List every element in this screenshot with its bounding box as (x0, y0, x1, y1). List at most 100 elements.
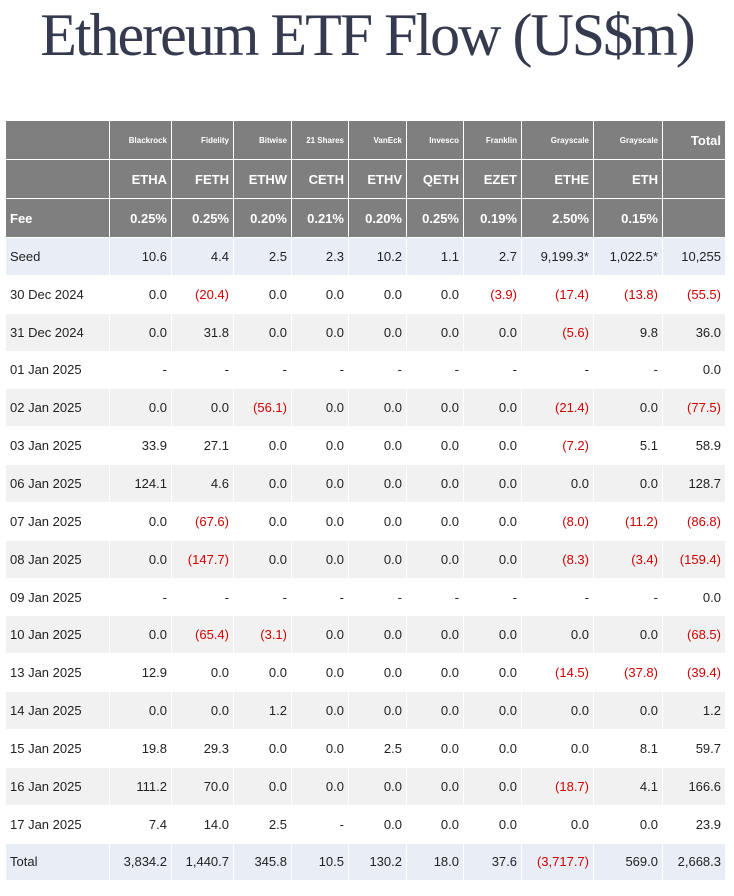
flow-cell: 0.0 (521, 464, 594, 503)
flow-cell: - (521, 577, 594, 617)
flow-cell: 0.0 (348, 804, 407, 844)
fee-value: 0.25% (406, 198, 464, 238)
flow-cell: 0.0 (109, 312, 172, 352)
flow-cell: 0.0 (291, 501, 349, 541)
flow-cell: 2.3 (291, 237, 349, 276)
flow-cell: (67.6) (171, 501, 234, 541)
flow-cell: 0.0 (348, 539, 407, 579)
fee-label: Fee (5, 198, 110, 238)
row-total-cell: (68.5) (662, 615, 726, 655)
flow-cell: (13.8) (593, 274, 663, 314)
fee-value: 0.20% (233, 198, 292, 238)
flow-cell: 0.0 (463, 388, 522, 428)
flow-cell: 10.5 (291, 842, 349, 882)
row-label: 09 Jan 2025 (5, 577, 110, 617)
flow-cell: (3.4) (593, 539, 663, 579)
flow-cell: (8.0) (521, 501, 594, 541)
fee-value: 0.25% (171, 198, 234, 238)
table-row: 17 Jan 2025 7.4 14.0 2.5-0.0 0.0 0.0 0.0 0.0 23.… (5, 804, 726, 844)
flow-cell: 27.1 (171, 426, 234, 466)
flow-cell: (37.8) (593, 653, 663, 693)
flow-cell: 0.0 (463, 766, 522, 806)
flow-cell: - (463, 577, 522, 617)
table-row: 16 Jan 2025 111.2 70.0 0.0 0.0 0.0 0.0 0.0 (18.7… (5, 766, 726, 806)
row-total-cell: 23.9 (662, 804, 726, 844)
flow-cell: 0.0 (348, 691, 407, 730)
issuer-header: 21 Shares (291, 120, 349, 160)
row-label: 08 Jan 2025 (5, 539, 110, 579)
flow-cell: 0.0 (291, 615, 349, 655)
flow-cell: 4.4 (171, 237, 234, 276)
flow-cell: 0.0 (406, 501, 464, 541)
flow-cell: - (171, 350, 234, 390)
flow-cell: 0.0 (171, 388, 234, 428)
issuer-header: Blackrock (109, 120, 172, 160)
flow-cell: 0.0 (406, 766, 464, 806)
flow-cell: 1,022.5* (593, 237, 663, 276)
etf-flow-table: Blackrock Fidelity Bitwise 21 Shares Van… (5, 120, 726, 882)
row-total-cell: (39.4) (662, 653, 726, 693)
flow-cell: 10.2 (348, 237, 407, 276)
issuer-header: Grayscale (593, 120, 663, 160)
ticker-header-row: ETHA FETH ETHW CETH ETHV QETH EZET ETHE … (5, 159, 726, 199)
flow-cell: 0.0 (593, 388, 663, 428)
flow-cell: 0.0 (348, 274, 407, 314)
flow-cell: 0.0 (463, 312, 522, 352)
flow-cell: 31.8 (171, 312, 234, 352)
flow-cell: 0.0 (593, 615, 663, 655)
flow-cell: 0.0 (233, 653, 292, 693)
seed-row: Seed 10.6 4.4 2.5 2.3 10.2 1.1 2.7 9,199.3* 1,022… (5, 237, 726, 276)
row-label: 07 Jan 2025 (5, 501, 110, 541)
flow-cell: 0.0 (291, 653, 349, 693)
flow-cell: 0.0 (406, 464, 464, 503)
flow-cell: 0.0 (463, 728, 522, 768)
table-row: 15 Jan 2025 19.8 29.3 0.0 0.0 2.5 0.0 0.0 0.0 8.1… (5, 728, 726, 768)
fee-value: 0.21% (291, 198, 349, 238)
flow-cell: 2.5 (348, 728, 407, 768)
flow-cell: 1.1 (406, 237, 464, 276)
row-label: 14 Jan 2025 (5, 691, 110, 730)
fee-value: 0.15% (593, 198, 663, 238)
row-label: 02 Jan 2025 (5, 388, 110, 428)
row-label: Total (5, 842, 110, 882)
flow-cell: - (233, 350, 292, 390)
table-row: 08 Jan 2025 0.0 (147.7) 0.0 0.0 0.0 0.0 0.0 (8.3… (5, 539, 726, 579)
flow-cell: - (291, 350, 349, 390)
flow-cell: 0.0 (463, 501, 522, 541)
table-row: 07 Jan 2025 0.0 (67.6) 0.0 0.0 0.0 0.0 0.0 (8.0)… (5, 501, 726, 541)
flow-cell: 569.0 (593, 842, 663, 882)
flow-cell: 0.0 (109, 388, 172, 428)
flow-cell: 0.0 (348, 766, 407, 806)
flow-cell: 0.0 (463, 539, 522, 579)
flow-cell: 0.0 (233, 274, 292, 314)
flow-cell: 0.0 (406, 615, 464, 655)
flow-cell: - (291, 804, 349, 844)
flow-cell: 14.0 (171, 804, 234, 844)
flow-cell: 33.9 (109, 426, 172, 466)
ticker-header: ETHE (521, 159, 594, 199)
row-label: 10 Jan 2025 (5, 615, 110, 655)
flow-cell: 0.0 (109, 615, 172, 655)
issuer-header: VanEck (348, 120, 407, 160)
ticker-header: FETH (171, 159, 234, 199)
flow-cell: 9,199.3* (521, 237, 594, 276)
flow-cell: (3.1) (233, 615, 292, 655)
row-total-cell: 36.0 (662, 312, 726, 352)
row-total-cell: 0.0 (662, 350, 726, 390)
flow-cell: (8.3) (521, 539, 594, 579)
flow-cell: (65.4) (171, 615, 234, 655)
flow-cell: 111.2 (109, 766, 172, 806)
flow-cell: - (593, 577, 663, 617)
row-label: 06 Jan 2025 (5, 464, 110, 503)
row-total-cell: 128.7 (662, 464, 726, 503)
row-label: 15 Jan 2025 (5, 728, 110, 768)
page-title: Ethereum ETF Flow (US$m) (40, 2, 696, 68)
row-total-cell: (77.5) (662, 388, 726, 428)
row-total-cell: 59.7 (662, 728, 726, 768)
row-label: 01 Jan 2025 (5, 350, 110, 390)
flow-cell: 0.0 (521, 728, 594, 768)
flow-cell: 0.0 (406, 539, 464, 579)
flow-cell: 0.0 (233, 539, 292, 579)
flow-cell: 0.0 (521, 615, 594, 655)
row-label: 03 Jan 2025 (5, 426, 110, 466)
